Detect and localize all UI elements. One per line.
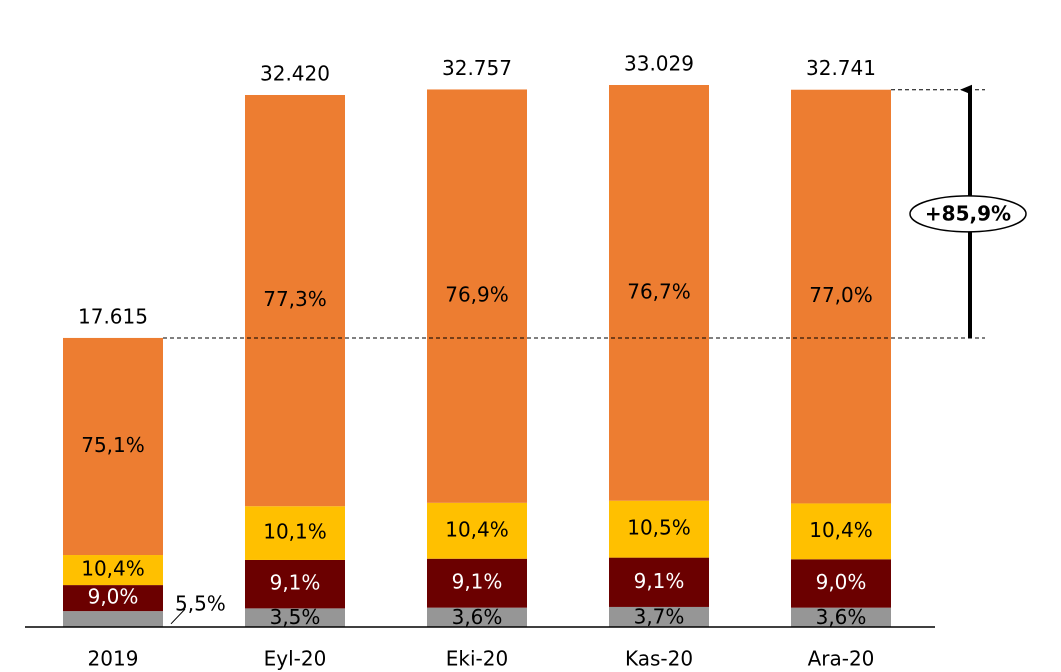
segment-label: 10,1% [263,520,327,544]
bar-segment [63,337,163,556]
x-tick-label: Kas-20 [625,647,693,671]
x-tick-label: Ara-20 [808,647,875,671]
bar-segment [609,606,709,627]
segment-label: 9,1% [270,571,321,595]
bar-segment [427,502,527,559]
total-label: 32.420 [260,61,330,85]
bar-segment [427,89,527,503]
bar-segment [609,557,709,607]
segment-label: 9,1% [634,569,685,593]
bar-segment [609,500,709,558]
bar-segment [63,585,163,612]
segment-label: 3,6% [452,605,503,629]
bar-segment [791,503,891,560]
segment-label: 76,7% [627,279,691,303]
segment-label: 10,5% [627,516,691,540]
segment-label: 77,3% [263,287,327,311]
segment-label: 10,4% [809,518,873,542]
bar-segment [245,94,345,507]
segment-label: 3,7% [634,604,685,628]
segment-label: 9,1% [452,570,503,594]
segment-label: 3,6% [816,605,867,629]
bar-segment [63,555,163,586]
segment-label: 10,4% [445,517,509,541]
total-label: 32.757 [442,56,512,80]
annotation: +85,9% [925,201,1011,225]
segment-label: 9,0% [816,570,867,594]
bar-segment [245,608,345,627]
segment-label: 75,1% [81,433,145,457]
segment-label: 10,4% [81,557,145,581]
bar-segment [609,85,709,501]
bar-segment [791,559,891,608]
segment-label: 9,0% [88,585,139,609]
bar-segment [245,506,345,560]
bar-segment [427,607,527,627]
bar-segment [427,558,527,608]
leader-line [170,608,186,625]
annotation-bubble [909,195,1027,233]
x-tick-label: 2019 [88,647,139,671]
x-tick-label: Eyl-20 [264,647,327,671]
bar-segment [245,559,345,609]
segment-label: 77,0% [809,283,873,307]
bar-segment [791,89,891,504]
x-tick-label: Eki-20 [446,647,508,671]
bar-segment [63,611,163,627]
segment-label: 3,5% [270,605,321,629]
segment-label: 5,5% [175,592,226,616]
total-label: 33.029 [624,52,694,76]
bar-segment [791,607,891,627]
total-label: 17.615 [78,304,148,328]
total-label: 32.741 [806,56,876,80]
segment-label: 76,9% [445,283,509,307]
